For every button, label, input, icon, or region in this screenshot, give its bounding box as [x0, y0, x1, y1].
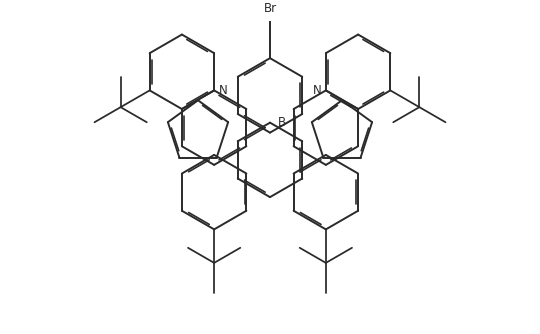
Text: Br: Br: [264, 2, 276, 15]
Text: B: B: [278, 116, 286, 129]
Text: N: N: [219, 84, 227, 97]
Text: N: N: [313, 84, 321, 97]
